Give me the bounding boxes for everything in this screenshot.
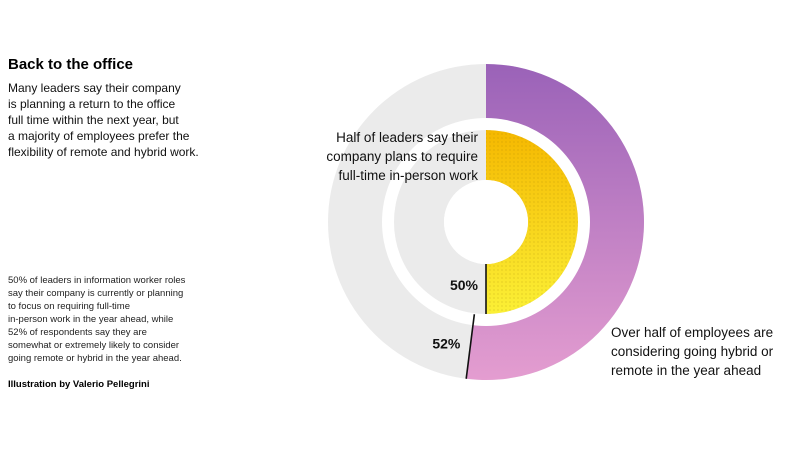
footnote-line: 50% of leaders in information worker rol…: [8, 275, 186, 286]
employees-annotation: Over half of employees are considering go…: [611, 325, 774, 378]
footnote-line: 52% of respondents say they are: [8, 327, 147, 338]
footnote-line: somewhat or extremely likely to consider: [8, 340, 180, 351]
intro-line: Many leaders say their company: [8, 81, 181, 95]
leaders-slice-texture: [486, 130, 578, 314]
employees-value-label: 52%: [432, 335, 461, 351]
employees-end-marker: [465, 314, 476, 379]
leaders-annotation-line: Half of leaders say their: [336, 130, 478, 145]
leaders-value-label: 50%: [450, 277, 479, 293]
page-title: Back to the office: [8, 56, 134, 73]
intro-text: Many leaders say their company is planni…: [8, 80, 218, 160]
employees-annotation-line: considering going hybrid or: [611, 344, 774, 359]
leaders-annotation: Half of leaders say their company plans t…: [326, 130, 478, 183]
intro-line: is planning a return to the office: [8, 97, 176, 111]
footnote-text: 50% of leaders in information worker rol…: [8, 274, 228, 365]
leaders-annotation-line: company plans to require: [326, 149, 478, 164]
illustration-credit: Illustration by Valerio Pellegrini: [8, 379, 150, 390]
employees-annotation-line: remote in the year ahead: [611, 363, 761, 378]
intro-line: full time within the next year, but: [8, 113, 179, 127]
intro-line: flexibility of remote and hybrid work.: [8, 145, 199, 159]
employees-annotation-line: Over half of employees are: [611, 325, 773, 340]
intro-line: a majority of employees prefer the: [8, 129, 190, 143]
footnote-line: to focus on requiring full-time: [8, 301, 130, 312]
leaders-annotation-line: full-time in-person work: [338, 168, 478, 183]
donut-hole: [444, 180, 528, 264]
footnote-line: say their company is currently or planni…: [8, 288, 184, 299]
footnote-line: going remote or hybrid in the year ahead…: [8, 353, 182, 364]
employees-slice: [466, 64, 644, 380]
footnote-line: in-person work in the year ahead, while: [8, 314, 174, 325]
